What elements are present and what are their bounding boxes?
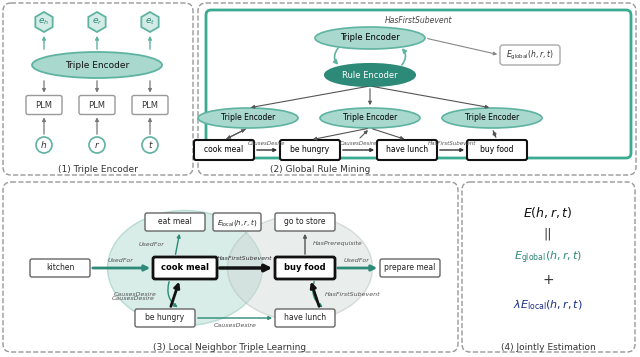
Circle shape xyxy=(142,137,158,153)
FancyBboxPatch shape xyxy=(153,257,217,279)
Text: UsedFor: UsedFor xyxy=(139,241,165,246)
Polygon shape xyxy=(88,12,106,32)
Text: $E_{\rm global}(h,r,t)$: $E_{\rm global}(h,r,t)$ xyxy=(514,250,582,266)
Text: (4) Jointly Estimation: (4) Jointly Estimation xyxy=(500,343,595,352)
Text: kitchen: kitchen xyxy=(46,263,74,272)
Text: (3) Local Neighbor Triple Learning: (3) Local Neighbor Triple Learning xyxy=(154,343,307,352)
Polygon shape xyxy=(141,12,159,32)
FancyBboxPatch shape xyxy=(280,140,340,160)
Text: PLM: PLM xyxy=(141,101,159,110)
FancyBboxPatch shape xyxy=(213,213,261,231)
FancyBboxPatch shape xyxy=(30,259,90,277)
Text: HasFirstSubevent: HasFirstSubevent xyxy=(217,256,273,261)
Text: buy food: buy food xyxy=(284,263,326,272)
FancyBboxPatch shape xyxy=(380,259,440,277)
Text: buy food: buy food xyxy=(480,146,514,155)
FancyBboxPatch shape xyxy=(194,140,254,160)
Ellipse shape xyxy=(315,27,425,49)
Text: Triple Encoder: Triple Encoder xyxy=(340,34,400,42)
Text: CausesDesire: CausesDesire xyxy=(214,323,257,328)
Ellipse shape xyxy=(108,211,262,326)
Text: h: h xyxy=(41,141,47,150)
Text: $\lambda E_{\rm local}(h,r,t)$: $\lambda E_{\rm local}(h,r,t)$ xyxy=(513,298,583,312)
Text: have lunch: have lunch xyxy=(284,313,326,322)
Text: $E_{\rm local}(h,r,t)$: $E_{\rm local}(h,r,t)$ xyxy=(217,216,257,227)
Text: HasFirstSubevent: HasFirstSubevent xyxy=(428,141,476,146)
Circle shape xyxy=(36,137,52,153)
Text: HasFirstSubevent: HasFirstSubevent xyxy=(385,16,452,25)
Text: Triple Encoder: Triple Encoder xyxy=(465,114,519,122)
Text: UsedFor: UsedFor xyxy=(344,258,370,263)
Text: (1) Triple Encoder: (1) Triple Encoder xyxy=(58,166,138,175)
Text: Triple Encoder: Triple Encoder xyxy=(65,60,129,70)
Text: HasPrerequisite: HasPrerequisite xyxy=(313,241,363,246)
FancyBboxPatch shape xyxy=(467,140,527,160)
FancyBboxPatch shape xyxy=(145,213,205,231)
Text: $E(h, r, t)$: $E(h, r, t)$ xyxy=(524,205,573,220)
Text: cook meal: cook meal xyxy=(161,263,209,272)
Ellipse shape xyxy=(320,108,420,128)
Text: +: + xyxy=(542,273,554,287)
Text: be hungry: be hungry xyxy=(145,313,184,322)
FancyBboxPatch shape xyxy=(275,309,335,327)
Ellipse shape xyxy=(325,64,415,86)
Text: t: t xyxy=(148,141,152,150)
FancyBboxPatch shape xyxy=(135,309,195,327)
Text: r: r xyxy=(95,141,99,150)
Text: Triple Encoder: Triple Encoder xyxy=(343,114,397,122)
Text: CausesDesire: CausesDesire xyxy=(114,292,157,297)
FancyBboxPatch shape xyxy=(79,96,115,115)
Text: $E_{\rm global}(h,r,t)$: $E_{\rm global}(h,r,t)$ xyxy=(506,49,554,61)
FancyBboxPatch shape xyxy=(275,213,335,231)
Text: ||: || xyxy=(544,227,552,241)
Text: cook meal: cook meal xyxy=(204,146,244,155)
Text: PLM: PLM xyxy=(88,101,106,110)
Text: eat meal: eat meal xyxy=(158,217,192,226)
Text: (2) Global Rule Mining: (2) Global Rule Mining xyxy=(270,166,370,175)
FancyBboxPatch shape xyxy=(377,140,437,160)
Ellipse shape xyxy=(32,52,162,78)
Text: have lunch: have lunch xyxy=(386,146,428,155)
Text: Rule Encoder: Rule Encoder xyxy=(342,70,398,80)
Text: $e_r$: $e_r$ xyxy=(92,17,102,27)
Polygon shape xyxy=(35,12,52,32)
Text: PLM: PLM xyxy=(35,101,52,110)
Ellipse shape xyxy=(198,108,298,128)
Text: CausesDesire: CausesDesire xyxy=(248,141,285,146)
Text: prepare meal: prepare meal xyxy=(384,263,436,272)
Text: CausesDesire: CausesDesire xyxy=(112,297,155,302)
Text: CausesDesire: CausesDesire xyxy=(340,141,377,146)
Text: $e_t$: $e_t$ xyxy=(145,17,155,27)
Ellipse shape xyxy=(442,108,542,128)
Text: HasFirstSubevent: HasFirstSubevent xyxy=(325,292,381,297)
FancyBboxPatch shape xyxy=(26,96,62,115)
Text: UsedFor: UsedFor xyxy=(108,258,134,263)
Ellipse shape xyxy=(227,216,372,321)
Text: go to store: go to store xyxy=(284,217,326,226)
FancyBboxPatch shape xyxy=(275,257,335,279)
Circle shape xyxy=(89,137,105,153)
FancyBboxPatch shape xyxy=(500,45,560,65)
Text: Triple Encoder: Triple Encoder xyxy=(221,114,275,122)
Text: $e_h$: $e_h$ xyxy=(38,17,49,27)
FancyBboxPatch shape xyxy=(132,96,168,115)
Text: be hungry: be hungry xyxy=(291,146,330,155)
